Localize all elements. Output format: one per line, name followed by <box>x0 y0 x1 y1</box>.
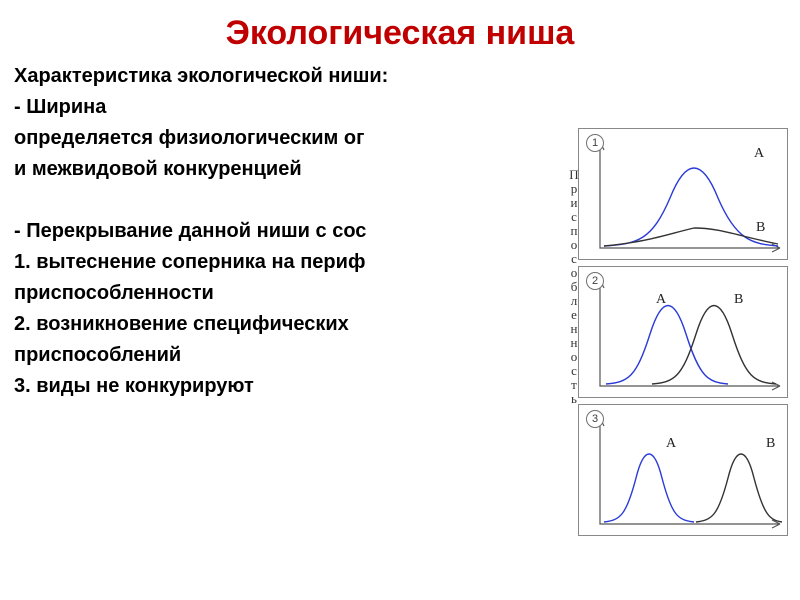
curve-b <box>696 454 782 522</box>
curve-label-a: A <box>666 436 676 452</box>
chart-panel-1: 1 A B <box>578 128 788 260</box>
panel-badge: 2 <box>586 272 604 290</box>
curve-label-b: B <box>756 220 765 236</box>
curve-label-a: A <box>656 292 666 308</box>
curve-label-b: B <box>734 292 743 308</box>
curve-a <box>606 306 728 385</box>
curve-b <box>604 228 778 246</box>
curve-b <box>652 306 776 385</box>
subtitle: Характеристика экологической ниши: <box>14 61 786 92</box>
panel-badge: 1 <box>586 134 604 152</box>
charts-column: 1 A B 2 A B 3 A B <box>578 128 788 536</box>
curve-label-b: B <box>766 436 775 452</box>
panel-badge: 3 <box>586 410 604 428</box>
y-axis-label: П р и с п о с о б л е н н о с т ь <box>568 168 580 406</box>
slide-title: Экологическая ниша <box>0 0 800 61</box>
chart-panel-3: 3 A B <box>578 404 788 536</box>
chart-panel-2: 2 A B <box>578 266 788 398</box>
curve-a <box>604 454 694 522</box>
chart-svg <box>578 266 788 398</box>
curve-a <box>604 168 778 246</box>
chart-svg <box>578 404 788 536</box>
slide: Экологическая ниша Характеристика эколог… <box>0 0 800 600</box>
curve-label-a: A <box>754 146 764 162</box>
line-1: - Ширина <box>14 92 786 123</box>
